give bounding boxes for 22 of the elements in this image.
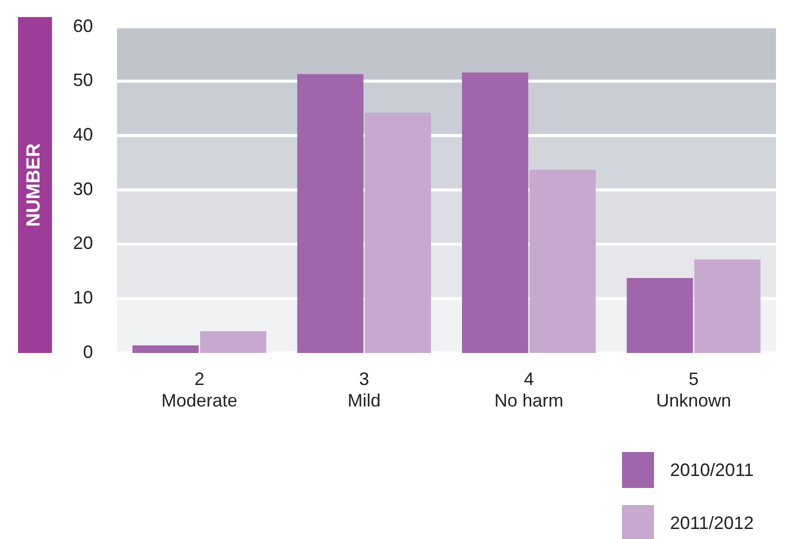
y-tick-label: 40 — [72, 124, 93, 144]
y-tick-label: 30 — [72, 178, 93, 199]
y-axis-title: NUMBER — [24, 143, 46, 227]
y-tick-label: 50 — [72, 70, 93, 90]
legend-label: 2011/2012 — [670, 512, 754, 534]
legend-label: 2010/2011 — [670, 460, 754, 480]
bar — [462, 72, 528, 353]
bar — [297, 74, 364, 353]
y-tick-label: 60 — [72, 16, 93, 36]
bar — [364, 112, 431, 353]
bar — [200, 331, 266, 353]
y-tick-label: 20 — [72, 233, 93, 254]
y-tick-label: 0 — [82, 342, 93, 362]
x-tick-label: 2 Moderate — [161, 368, 238, 410]
bar — [694, 259, 760, 353]
bar — [626, 278, 693, 353]
y-tick-label: 10 — [72, 288, 93, 308]
x-tick-label: 3 Mild — [348, 368, 381, 410]
x-tick-label: 4 No harm — [494, 368, 564, 410]
bar — [530, 170, 596, 353]
x-tick-label: 5 Unknown — [656, 368, 732, 410]
bar — [132, 345, 199, 353]
